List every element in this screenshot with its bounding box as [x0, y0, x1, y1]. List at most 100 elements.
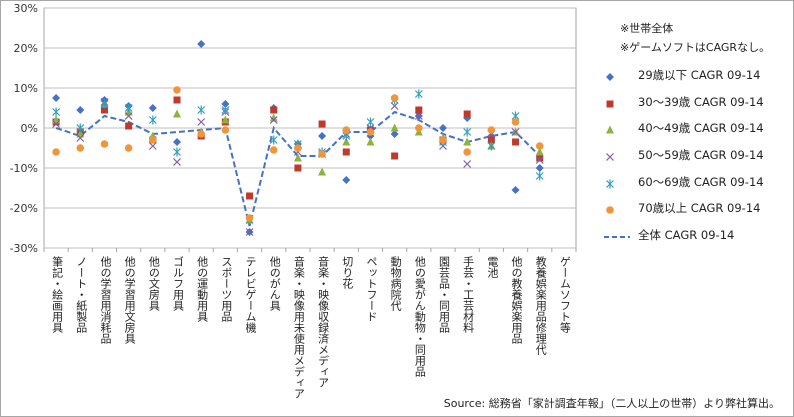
legend-label: 50～59歳 CAGR 09-14 [638, 148, 764, 163]
chart-legend: 29歳以下 CAGR 09-14 30～39歳 CAGR 09-14 40～49歳 … [602, 64, 790, 251]
data-point [100, 99, 109, 109]
data-point [245, 228, 254, 236]
data-point [76, 144, 85, 152]
legend-marker [606, 73, 614, 81]
legend-item: 70歳以上 CAGR 09-14 [602, 197, 790, 224]
legend-item: 60～69歳 CAGR 09-14 [602, 171, 790, 198]
category-label: 切り花 [341, 256, 354, 289]
legend-label: 30～39歳 CAGR 09-14 [638, 94, 764, 109]
category-label: ゴルフ用具 [172, 255, 185, 311]
data-point [439, 136, 447, 144]
data-point [293, 153, 302, 162]
data-point [414, 112, 423, 120]
data-point [221, 115, 230, 124]
data-point [221, 105, 230, 115]
data-point [535, 156, 544, 164]
legend-marker-swatch [606, 179, 614, 189]
data-point [149, 136, 157, 144]
data-point [391, 152, 399, 160]
data-point [148, 115, 157, 125]
data-point [318, 132, 327, 140]
data-point [246, 192, 254, 200]
data-point [197, 130, 205, 138]
data-point [173, 147, 181, 157]
data-point [536, 154, 544, 162]
data-point [390, 102, 399, 110]
data-point [173, 109, 181, 118]
y-tick-label: 0% [21, 122, 38, 135]
category-label: 他の学習用消耗品 [99, 256, 112, 344]
legend-item: 40～49歳 CAGR 09-14 [602, 117, 790, 144]
data-point [173, 96, 181, 104]
data-point [52, 120, 61, 128]
category-label: ノート・紙製品 [75, 256, 88, 333]
legend-item: 29歳以下 CAGR 09-14 [602, 64, 790, 91]
legend-marker-swatch [606, 100, 614, 108]
category-label: 電池 [486, 256, 499, 278]
data-point [487, 126, 496, 134]
data-point [535, 171, 544, 181]
data-point [76, 134, 85, 142]
category-label: 手芸・工芸材料 [462, 255, 475, 334]
data-point [511, 128, 520, 136]
data-point [366, 137, 375, 146]
data-point [269, 135, 278, 145]
data-point [173, 86, 181, 94]
data-point [318, 150, 326, 158]
y-tick-label: -10% [10, 162, 38, 175]
data-point [366, 117, 375, 127]
data-point [342, 126, 351, 134]
legend-item: 50～59歳 CAGR 09-14 [602, 144, 790, 171]
data-point [535, 147, 544, 156]
data-point [52, 148, 60, 156]
legend-item: 30～39歳 CAGR 09-14 [602, 91, 790, 118]
data-point [269, 116, 278, 124]
legend-label: 29歳以下 CAGR 09-14 [638, 68, 761, 82]
legend-marker [606, 153, 614, 161]
data-point [463, 160, 472, 168]
legend-item: 全体 CAGR 09-14 [602, 224, 790, 251]
category-label: 音楽・映像用未使用メディア [292, 255, 305, 399]
legend-marker-swatch [606, 206, 614, 215]
category-label: 他の教養娯楽用品 [510, 256, 523, 344]
category-label: 他の文房具 [147, 256, 160, 311]
data-point [294, 164, 302, 172]
category-label: テレビゲーム機 [244, 256, 257, 334]
category-label: 他のがん具 [268, 256, 281, 311]
data-point [197, 118, 206, 126]
category-label: 園芸品・同用品 [438, 256, 451, 333]
data-point [269, 146, 278, 154]
data-point [390, 94, 399, 102]
legend-label: 全体 CAGR 09-14 [638, 228, 735, 243]
data-point [173, 138, 181, 146]
note-household-total: ※世帯全体 [620, 22, 674, 35]
data-point [463, 110, 471, 118]
data-point [197, 40, 206, 48]
data-point [535, 164, 544, 172]
data-point [221, 100, 230, 108]
data-point [511, 186, 520, 194]
y-tick-label: 20% [14, 42, 38, 55]
category-label: 教養娯楽用品修理代 [534, 256, 547, 356]
data-point [439, 124, 447, 132]
data-point [52, 107, 61, 117]
category-label: 筆記・絵画用具 [51, 255, 64, 333]
legend-label: 70歳以上 CAGR 09-14 [638, 201, 761, 216]
data-point [342, 137, 351, 146]
data-point [390, 130, 399, 138]
data-point [390, 123, 399, 132]
data-point [487, 136, 495, 144]
data-point [173, 158, 181, 166]
y-tick-label: -20% [10, 202, 38, 215]
data-point [463, 148, 471, 156]
data-point [342, 148, 350, 156]
data-point [487, 141, 496, 151]
data-point [463, 127, 472, 137]
category-label: 他の運動用具 [196, 256, 209, 322]
data-point [414, 89, 423, 99]
data-point [535, 142, 544, 150]
legend-label: 40～49歳 CAGR 09-14 [638, 121, 764, 136]
category-label: 音楽・映像収録済メディア [317, 255, 330, 388]
data-point [511, 118, 520, 126]
